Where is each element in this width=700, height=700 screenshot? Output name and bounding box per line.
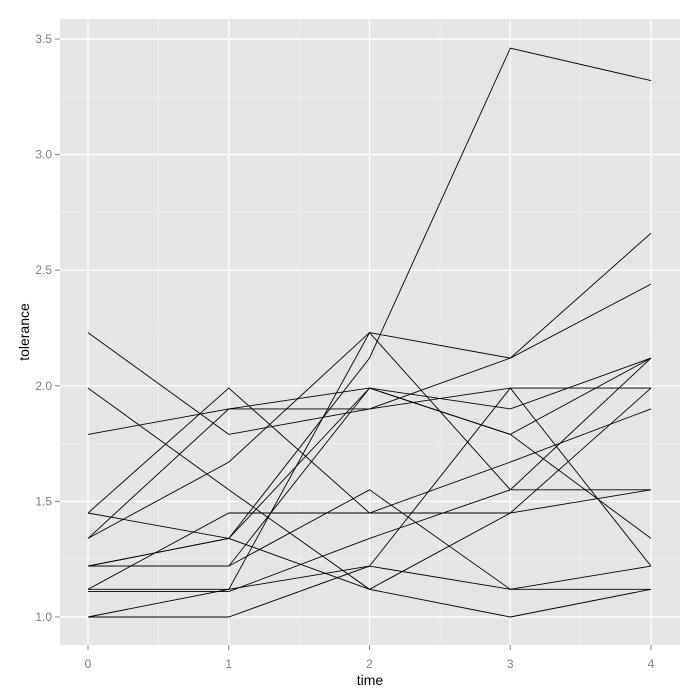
series-line-1552 bbox=[87, 331, 651, 618]
y-axis-title: tolerance bbox=[16, 303, 32, 361]
y-tick-label: 3.5 bbox=[35, 32, 52, 46]
y-tick-label: 2.0 bbox=[35, 379, 52, 393]
y-axis: 1.0 1.5 2.0 2.5 3.0 3.5 bbox=[35, 32, 60, 624]
series-line-949 bbox=[87, 387, 652, 590]
series-line-918 bbox=[88, 387, 652, 618]
x-tick-label: 1 bbox=[225, 657, 232, 671]
x-tick-label: 3 bbox=[507, 657, 514, 671]
major-gridlines bbox=[60, 19, 680, 645]
data-lines bbox=[87, 47, 652, 618]
x-tick-label: 0 bbox=[85, 657, 92, 671]
series-line-1653 bbox=[88, 357, 652, 593]
y-tick-label: 3.0 bbox=[35, 148, 52, 162]
series-line-1542 bbox=[88, 357, 652, 567]
series-line-978 bbox=[87, 47, 652, 567]
series-line-569 bbox=[87, 387, 651, 435]
x-axis-title: time bbox=[357, 672, 384, 688]
y-tick-label: 2.5 bbox=[35, 263, 52, 277]
x-tick-label: 2 bbox=[366, 657, 373, 671]
y-tick-label: 1.0 bbox=[35, 610, 52, 624]
x-axis: 0 1 2 3 4 bbox=[85, 645, 655, 671]
x-tick-label: 4 bbox=[648, 657, 655, 671]
y-tick-label: 1.5 bbox=[35, 494, 52, 508]
series-line-442 bbox=[87, 387, 652, 514]
